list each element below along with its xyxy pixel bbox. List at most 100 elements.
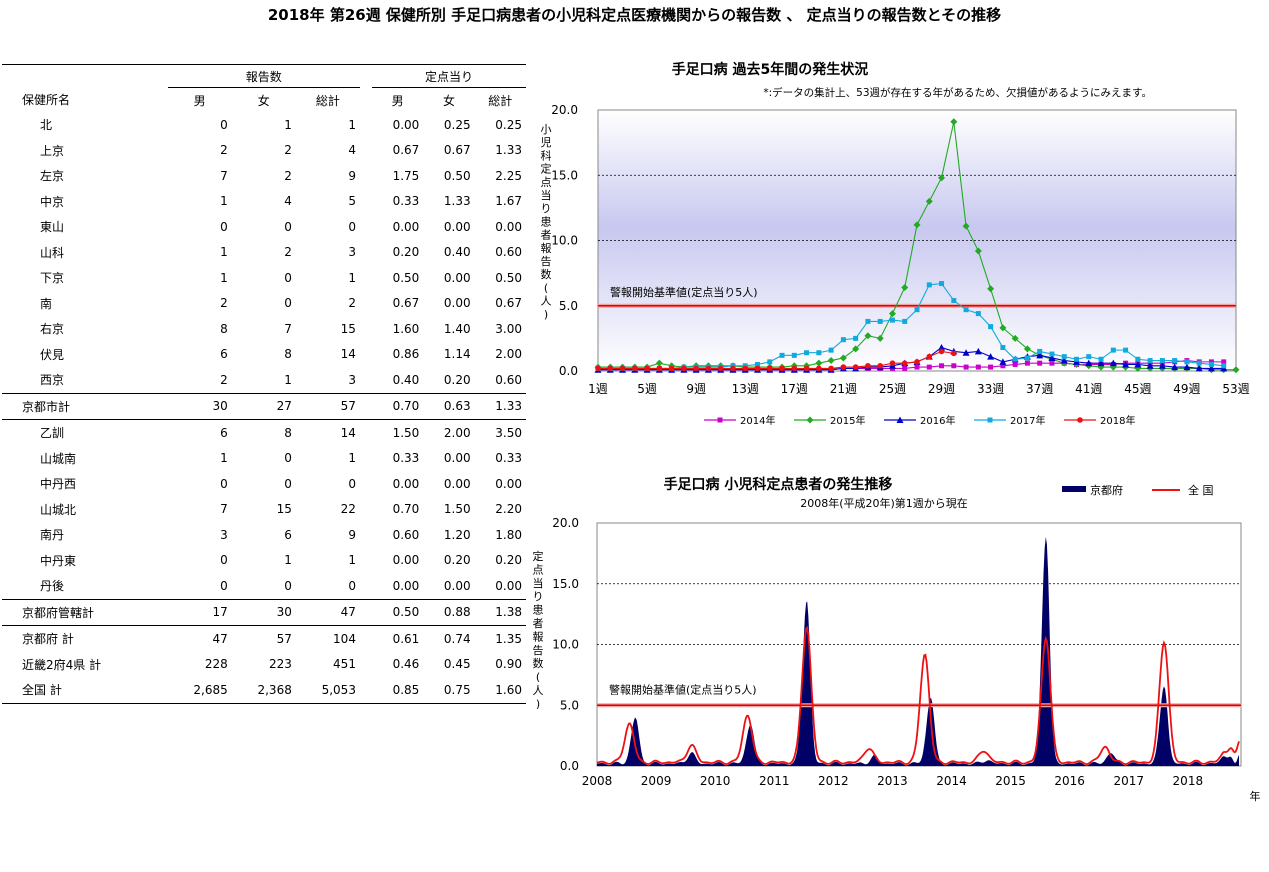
chart1-y-label-char: 点 xyxy=(541,176,552,189)
chart2-y-tick-label: 20.0 xyxy=(552,516,579,530)
cell-female-per: 0.67 xyxy=(443,143,471,158)
data-point xyxy=(1097,363,1105,371)
data-point xyxy=(790,362,798,370)
chart1-y-tick-label: 10.0 xyxy=(551,234,578,248)
chart2-x-tick-label: 2017 xyxy=(1113,774,1144,788)
data-point xyxy=(1171,363,1179,371)
data-point xyxy=(901,360,908,366)
data-point xyxy=(1146,364,1154,372)
cell-male-per: 0.86 xyxy=(392,347,420,362)
chart2-x-label: 年 xyxy=(1250,789,1261,803)
chart1-y-tick-label: 5.0 xyxy=(559,299,578,313)
cell-female-per: 0.75 xyxy=(443,682,471,697)
data-point xyxy=(619,365,626,372)
chart1-y-label-char: 患 xyxy=(541,215,552,228)
data-point xyxy=(1086,354,1092,360)
cell-total: 9 xyxy=(348,168,356,183)
cell-total: 5 xyxy=(348,194,356,209)
chart1-x-tick-label: 49週 xyxy=(1173,382,1200,396)
row-name: 南 xyxy=(40,296,53,311)
data-point xyxy=(742,367,748,373)
page-title: 2018年 第26週 保健所別 手足口病患者の小児科定点医療機関からの報告数 、… xyxy=(267,6,1002,24)
chart1-y-tick-label: 15.0 xyxy=(551,168,578,182)
data-point xyxy=(693,364,699,370)
cell-male: 6 xyxy=(220,425,228,440)
data-point xyxy=(766,366,774,373)
chart1-threshold-label: 警報開始基準値(定点当り5人) xyxy=(610,285,758,299)
cell-total: 3 xyxy=(348,245,356,260)
data-point xyxy=(779,367,785,373)
cell-total-per: 1.33 xyxy=(495,143,522,158)
cell-female: 223 xyxy=(268,657,292,672)
data-point xyxy=(620,367,626,373)
data-point xyxy=(791,367,797,373)
cell-male-per: 0.70 xyxy=(392,502,420,517)
data-point xyxy=(680,366,688,373)
chart2-x-tick-label: 2011 xyxy=(759,774,790,788)
data-point xyxy=(607,367,613,373)
row-name: 山城南 xyxy=(40,451,77,466)
chart1-x-tick-label: 25週 xyxy=(879,382,906,396)
data-point xyxy=(1232,366,1240,374)
series-2015年 xyxy=(594,118,1240,374)
data-point xyxy=(901,359,909,367)
data-point xyxy=(1135,360,1141,366)
chart1-x-tick-label: 53週 xyxy=(1222,382,1249,396)
chart2-legend-national: 全 国 xyxy=(1152,483,1214,497)
chart1-x-tick-label: 29週 xyxy=(928,382,955,396)
data-point xyxy=(1221,363,1227,369)
data-point xyxy=(840,337,846,343)
row-name: 山科 xyxy=(40,245,65,260)
data-point xyxy=(1036,351,1044,359)
data-point xyxy=(1048,355,1056,363)
data-point xyxy=(914,359,920,365)
table-row: 乙訓 6 8 14 1.50 2.00 3.50 xyxy=(2,420,526,446)
chart1-x-tick-label: 33週 xyxy=(977,382,1004,396)
cell-male: 1 xyxy=(220,194,228,209)
chart2-x-tick-label: 2009 xyxy=(641,774,672,788)
chart2-legend-kyoto: 京都府 xyxy=(1062,483,1123,497)
data-point xyxy=(1208,361,1214,367)
cell-male-per: 0.85 xyxy=(392,682,420,697)
chart1-y-label-char: 数 xyxy=(541,268,552,281)
row-name: 丹後 xyxy=(40,579,65,594)
chart2-y-label-char: 報 xyxy=(533,630,544,643)
data-point xyxy=(742,363,748,369)
data-point xyxy=(1011,355,1019,363)
cell-total-per: 0.67 xyxy=(495,296,522,311)
data-point xyxy=(889,365,895,371)
data-point xyxy=(632,365,638,372)
cell-total: 57 xyxy=(340,399,356,414)
chart1-y-label-char: 小 xyxy=(541,123,552,136)
data-point xyxy=(988,324,994,330)
data-point xyxy=(1023,345,1031,353)
cell-total-per: 1.67 xyxy=(495,194,522,209)
cell-male: 0 xyxy=(220,578,228,593)
table-row: 山科 1 2 3 0.20 0.40 0.60 xyxy=(2,240,526,266)
data-point xyxy=(754,365,761,372)
cell-female-per: 2.00 xyxy=(443,425,471,440)
data-point xyxy=(655,359,663,367)
data-point xyxy=(816,367,822,373)
data-point xyxy=(925,353,933,360)
data-point xyxy=(1158,364,1166,372)
legend-label: 2018年 xyxy=(1100,414,1135,427)
data-point xyxy=(1011,334,1019,342)
data-point xyxy=(1073,360,1080,368)
data-point xyxy=(656,365,662,371)
data-point xyxy=(938,348,945,355)
data-point xyxy=(1134,364,1142,372)
data-point xyxy=(925,197,933,205)
data-point xyxy=(1037,348,1043,354)
cell-total: 1 xyxy=(348,451,356,466)
chart2-x-tick-label: 2018 xyxy=(1173,774,1204,788)
cell-male-per: 1.75 xyxy=(392,168,420,183)
legend-label: 2015年 xyxy=(830,414,865,427)
chart2-y-label-char: 告 xyxy=(533,644,544,657)
cell-female: 0 xyxy=(284,578,292,593)
cell-total-per: 0.00 xyxy=(495,476,522,491)
data-point xyxy=(853,335,859,341)
cell-male: 1 xyxy=(220,245,228,260)
cell-female: 2 xyxy=(284,143,292,158)
cell-total-per: 0.00 xyxy=(495,578,522,593)
